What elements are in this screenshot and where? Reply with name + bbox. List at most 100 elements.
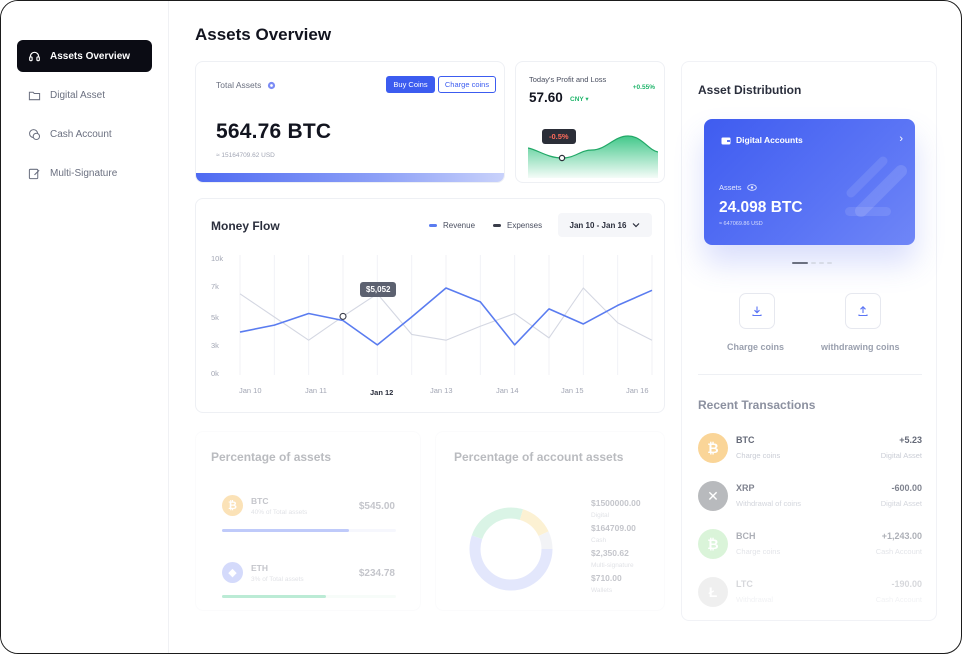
asset-desc: 40% of Total assets [251, 509, 308, 516]
account-donut-chart [469, 507, 553, 591]
headset-icon [28, 50, 41, 63]
profit-area-chart [528, 135, 658, 178]
y-tick-label: 0k [211, 369, 219, 378]
account-value: $710.00 [591, 573, 622, 583]
currency-select[interactable]: CNY ▾ [570, 96, 589, 103]
percentage-assets-card: Percentage of assets ₿ BTC 40% of Total … [195, 431, 421, 611]
transaction-amount: +5.23 [899, 435, 922, 445]
sidebar-item-assets-overview[interactable]: Assets Overview [17, 40, 152, 72]
y-tick-label: 3k [211, 341, 219, 350]
transaction-coin: BCH [736, 531, 756, 541]
card-assets-label: Assets [719, 183, 742, 192]
transaction-amount: -600.00 [891, 483, 922, 493]
upload-icon [858, 306, 868, 317]
transaction-desc: Withdrawal of coins [736, 499, 802, 508]
x-tick-label-selected[interactable]: Jan 12 [370, 388, 394, 397]
legend-revenue[interactable]: Revenue [429, 221, 475, 230]
carousel-dot[interactable] [819, 262, 824, 264]
card-assets-usd: ≈ 647069.86 USD [719, 221, 763, 227]
total-assets-label: Total Assets [216, 80, 262, 90]
highlight-point [339, 312, 347, 320]
sidebar-item-digital-asset[interactable]: Digital Asset [17, 79, 152, 111]
x-tick-label: Jan 14 [496, 386, 519, 395]
asset-progress-fill [222, 529, 350, 532]
carousel-dot[interactable] [811, 262, 816, 264]
transaction-account: Cash Account [875, 595, 922, 604]
legend-swatch-revenue [429, 224, 437, 227]
card-assets-label-row: Assets [719, 183, 757, 192]
card-assets-value: 24.098 BTC [719, 199, 803, 216]
series-line-expenses [239, 287, 653, 341]
total-assets-label-row: Total Assets [216, 80, 276, 90]
digital-accounts-card[interactable]: Digital Accounts › Assets 24.098 BTC ≈ 6… [704, 119, 915, 245]
legend-label: Revenue [443, 221, 476, 230]
eye-icon[interactable] [267, 81, 276, 90]
profit-loss-card: Today's Profit and Loss +0.55% 57.60 CNY… [515, 61, 665, 183]
withdraw-coins-action[interactable] [845, 293, 881, 329]
eye-icon[interactable] [746, 184, 757, 191]
date-range-label: Jan 10 - Jan 16 [569, 220, 627, 230]
legend-expenses[interactable]: Expenses [493, 221, 542, 230]
transaction-amount: +1,243.00 [881, 531, 922, 541]
transaction-account: Digital Asset [880, 451, 922, 460]
charge-coins-label[interactable]: Charge coins [727, 342, 785, 352]
account-value: $2,350.62 [591, 548, 629, 558]
transaction-row[interactable]: ₿ BTC Charge coins +5.23 Digital Asset [698, 433, 922, 467]
sidebar-item-label: Assets Overview [50, 50, 131, 62]
transaction-row[interactable]: ✕ XRP Withdrawal of coins -600.00 Digita… [698, 481, 922, 515]
account-name: Digital [591, 512, 610, 519]
x-tick-label: Jan 11 [305, 386, 327, 395]
x-tick-label: Jan 10 [239, 386, 262, 395]
money-flow-title: Money Flow [211, 219, 280, 233]
sidebar-item-label: Multi-Signature [50, 167, 118, 179]
asset-name: ETH [251, 563, 268, 573]
percentage-account-title: Percentage of account assets [454, 450, 624, 464]
sidebar-item-multi-signature[interactable]: Multi-Signature [17, 157, 152, 189]
transaction-account: Digital Asset [880, 499, 922, 508]
legend-swatch-expenses [493, 224, 501, 227]
money-flow-chart [239, 255, 653, 375]
account-name: Multi-signature [591, 562, 634, 569]
y-tick-label: 7k [211, 282, 219, 291]
profit-point [558, 154, 566, 162]
asset-progress-track [222, 529, 396, 532]
x-tick-label: Jan 16 [626, 386, 649, 395]
total-assets-value: 564.76 BTC [216, 120, 332, 143]
btc-icon: ₿ [698, 433, 728, 463]
carousel-indicator[interactable] [792, 262, 832, 264]
transaction-coin: BTC [736, 435, 755, 445]
asset-value: $234.78 [358, 568, 395, 579]
date-range-select[interactable]: Jan 10 - Jan 16 [558, 213, 652, 237]
carousel-dot[interactable] [827, 262, 832, 264]
charge-coins-button[interactable]: Charge coins [438, 76, 496, 93]
buy-coins-button[interactable]: Buy Coins [386, 76, 435, 93]
transaction-coin: LTC [736, 579, 753, 589]
money-flow-card: Money Flow Revenue Expenses Jan 10 - Jan… [195, 198, 665, 413]
sidebar-item-cash-account[interactable]: Cash Account [17, 118, 152, 150]
profit-tooltip: -0.5% [542, 129, 576, 144]
transaction-desc: Charge coins [736, 547, 781, 556]
transaction-row[interactable]: Ł LTC Withdrawal -190.00 Cash Account [698, 577, 922, 611]
chevron-right-icon[interactable]: › [899, 133, 903, 145]
total-assets-card: Total Assets Buy Coins Charge coins 564.… [195, 61, 505, 183]
coins-icon [28, 128, 41, 141]
asset-name: BTC [251, 496, 269, 506]
ltc-icon: Ł [698, 577, 728, 607]
legend-label: Expenses [507, 221, 543, 230]
divider [698, 374, 922, 375]
donut-segment-digital [469, 507, 553, 591]
card-decoration-icon [845, 156, 907, 217]
donut-segment-cash [469, 507, 553, 591]
series-line-revenue [239, 287, 653, 346]
sidebar-item-label: Digital Asset [50, 89, 106, 101]
sidebar: Assets Overview Digital Asset Cash Accou… [1, 1, 169, 653]
withdraw-coins-label[interactable]: withdrawing coins [821, 342, 900, 352]
card-header-label: Digital Accounts [736, 135, 803, 145]
transaction-row[interactable]: ₿ BCH Charge coins +1,243.00 Cash Accoun… [698, 529, 922, 563]
asset-desc: 3% of Total assets [251, 576, 304, 583]
charge-coins-action[interactable] [739, 293, 775, 329]
transaction-coin: XRP [736, 483, 755, 493]
carousel-dot-active[interactable] [792, 262, 808, 264]
transaction-amount: -190.00 [891, 579, 922, 589]
